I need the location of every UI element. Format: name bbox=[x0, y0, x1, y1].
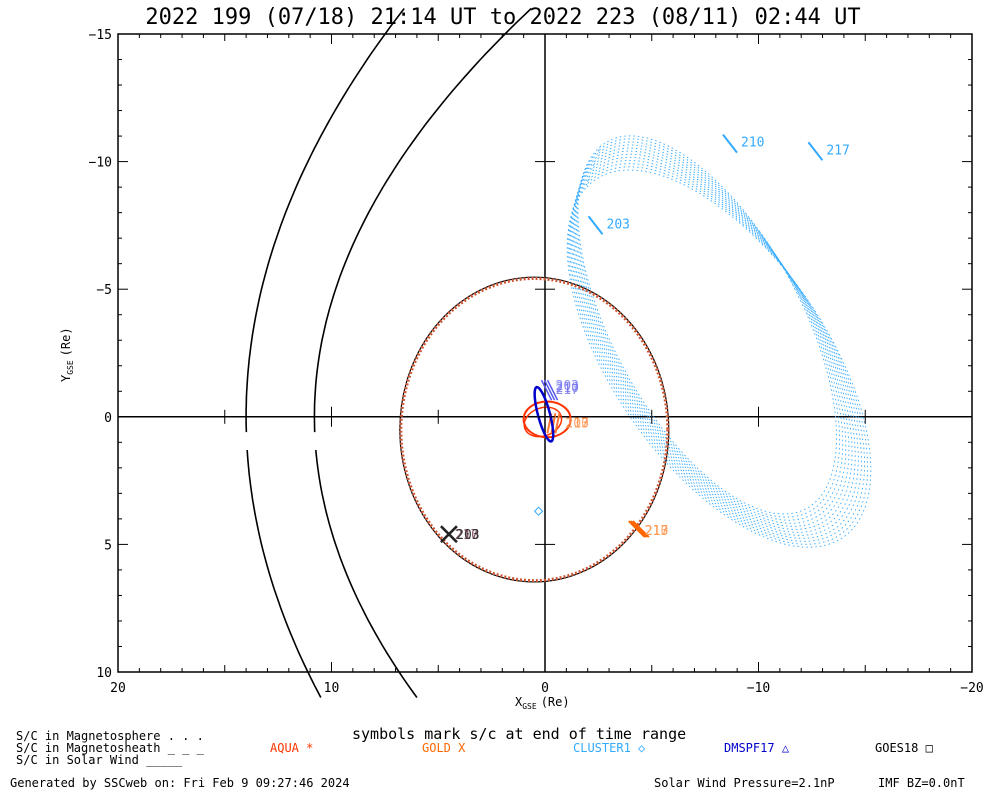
aqua-label: 217 bbox=[565, 416, 588, 431]
gold-label: 210 bbox=[645, 524, 668, 539]
y-tick-label: 0 bbox=[104, 411, 112, 426]
gold-orbit bbox=[399, 276, 670, 583]
dmspf17-label: 217 bbox=[556, 383, 579, 398]
cluster1-orbit-7 bbox=[570, 156, 859, 536]
axes-cross bbox=[118, 34, 972, 672]
goes18-marker bbox=[440, 525, 458, 544]
gold-marker bbox=[632, 520, 650, 538]
legend-region-magnetosheath: S/C in Magnetosheath _ _ _ bbox=[16, 741, 205, 755]
x-axis-label-unit: (Re) bbox=[541, 695, 570, 709]
legend-aqua: AQUA * bbox=[270, 741, 313, 755]
x-tick-label: 10 bbox=[324, 681, 340, 696]
legend-cluster1: CLUSTER1 ◇ bbox=[573, 741, 646, 755]
cluster1-marker bbox=[587, 215, 604, 235]
cluster1-orbit-9 bbox=[568, 163, 866, 542]
legend-region-solarwind: S/C in Solar Wind _____ bbox=[16, 753, 183, 767]
aqua-label: 210 bbox=[565, 416, 588, 431]
legend-note: symbols mark s/c at end of time range bbox=[352, 725, 686, 743]
goes18-label: 203 bbox=[456, 528, 479, 543]
cluster1-marker bbox=[722, 134, 738, 154]
cluster1-orbit-1 bbox=[576, 138, 841, 518]
y-tick-label: −10 bbox=[89, 156, 112, 171]
x-axis-label-main: X bbox=[515, 695, 523, 709]
y-tick-label: 5 bbox=[104, 538, 112, 553]
legend-region-magnetosphere: S/C in Magnetosphere . . . bbox=[16, 729, 204, 743]
magnetopause-line bbox=[313, 7, 532, 698]
y-axis-label-unit: (Re) bbox=[59, 327, 73, 356]
footer-pressure: Solar Wind Pressure=2.1nP bbox=[654, 776, 835, 790]
dmspf17-orbit bbox=[533, 385, 555, 443]
cluster1-orbit-2 bbox=[575, 141, 844, 521]
cluster1-orbit-11 bbox=[566, 169, 872, 548]
legend-dmspf17: DMSPF17 △ bbox=[724, 741, 790, 755]
cluster1-orbit-6 bbox=[571, 153, 856, 533]
goes18-label: 210 bbox=[456, 528, 479, 543]
dmspf17-marker bbox=[546, 379, 559, 401]
gold-marker bbox=[628, 520, 646, 538]
y-axis-label-sub: GSE bbox=[66, 360, 75, 375]
cluster1-label: 203 bbox=[607, 217, 630, 232]
aqua-label: 203 bbox=[565, 416, 588, 431]
dmspf17-label: 203 bbox=[556, 379, 579, 394]
dmspf17-marker bbox=[543, 379, 556, 401]
y-tick-label: −5 bbox=[96, 283, 112, 298]
cluster1-label: 217 bbox=[826, 143, 849, 158]
boundary-gap bbox=[230, 432, 340, 450]
goes18-label: 217 bbox=[455, 528, 478, 543]
dmspf17-label: 210 bbox=[556, 381, 579, 396]
footer-generated: Generated by SSCweb on: Fri Feb 9 09:27:… bbox=[10, 776, 350, 790]
x-tick-label: −20 bbox=[960, 681, 983, 696]
x-tick-label: 20 bbox=[110, 681, 126, 696]
cluster1-orbit-4 bbox=[573, 147, 850, 527]
x-tick-label: −10 bbox=[747, 681, 770, 696]
y-axis-label-group: YGSE (Re) bbox=[59, 327, 75, 382]
bow-shock-line bbox=[245, 8, 405, 698]
cluster1-orbit-10 bbox=[567, 166, 869, 545]
boundaries bbox=[230, 7, 532, 698]
cluster1-orbit-8 bbox=[569, 159, 862, 539]
cluster1-label: 210 bbox=[741, 136, 764, 151]
y-tick-label: 10 bbox=[96, 666, 112, 681]
dmspf17-marker bbox=[540, 379, 553, 401]
aqua-orbit-inner bbox=[523, 406, 563, 438]
y-tick-label: −15 bbox=[89, 28, 112, 43]
x-axis-label-sub: GSE bbox=[522, 702, 537, 711]
x-axis-label: XGSE (Re) bbox=[515, 695, 570, 711]
aqua-marker bbox=[554, 413, 561, 434]
footer-imf: IMF BZ=0.0nT bbox=[878, 776, 965, 790]
chart-title: 2022 199 (07/18) 21:14 UT to 2022 223 (0… bbox=[145, 5, 860, 30]
legend-gold: GOLD X bbox=[422, 741, 466, 755]
x-tick-label: 0 bbox=[541, 681, 549, 696]
cluster1-orbit-0 bbox=[577, 135, 837, 515]
gold-label: 213 bbox=[645, 524, 668, 539]
y-axis-label: YGSE (Re) bbox=[59, 327, 75, 382]
cluster1-orbit-3 bbox=[574, 144, 847, 524]
gold-marker bbox=[630, 520, 648, 538]
y-axis-label-main: Y bbox=[59, 374, 73, 382]
cluster1-symbol bbox=[533, 506, 544, 516]
gold-label: 217 bbox=[645, 524, 668, 539]
cluster1-marker bbox=[807, 141, 824, 161]
cluster1-orbit-5 bbox=[572, 150, 853, 530]
legend-goes18: GOES18 □ bbox=[875, 741, 933, 755]
